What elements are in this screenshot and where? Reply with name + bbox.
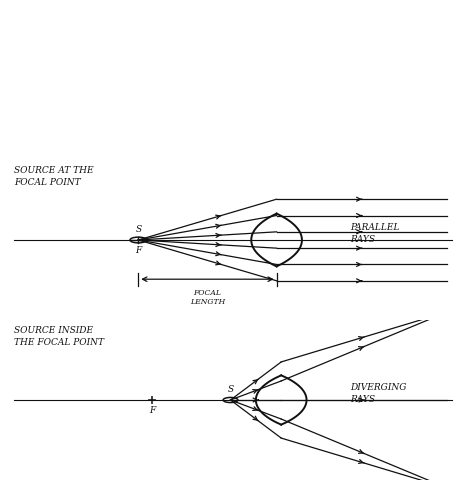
Text: DIVERGING
RAYS: DIVERGING RAYS <box>350 383 407 404</box>
Text: F: F <box>135 246 142 255</box>
Text: PARALLEL
RAYS: PARALLEL RAYS <box>350 223 400 244</box>
Text: F: F <box>149 407 155 415</box>
Text: SOURCE AT THE
FOCAL POINT: SOURCE AT THE FOCAL POINT <box>14 167 94 187</box>
Text: FOCAL
LENGTH: FOCAL LENGTH <box>190 289 225 306</box>
Text: SOURCE INSIDE
THE FOCAL POINT: SOURCE INSIDE THE FOCAL POINT <box>14 326 104 347</box>
Text: S: S <box>227 384 234 394</box>
Text: S: S <box>135 225 142 234</box>
